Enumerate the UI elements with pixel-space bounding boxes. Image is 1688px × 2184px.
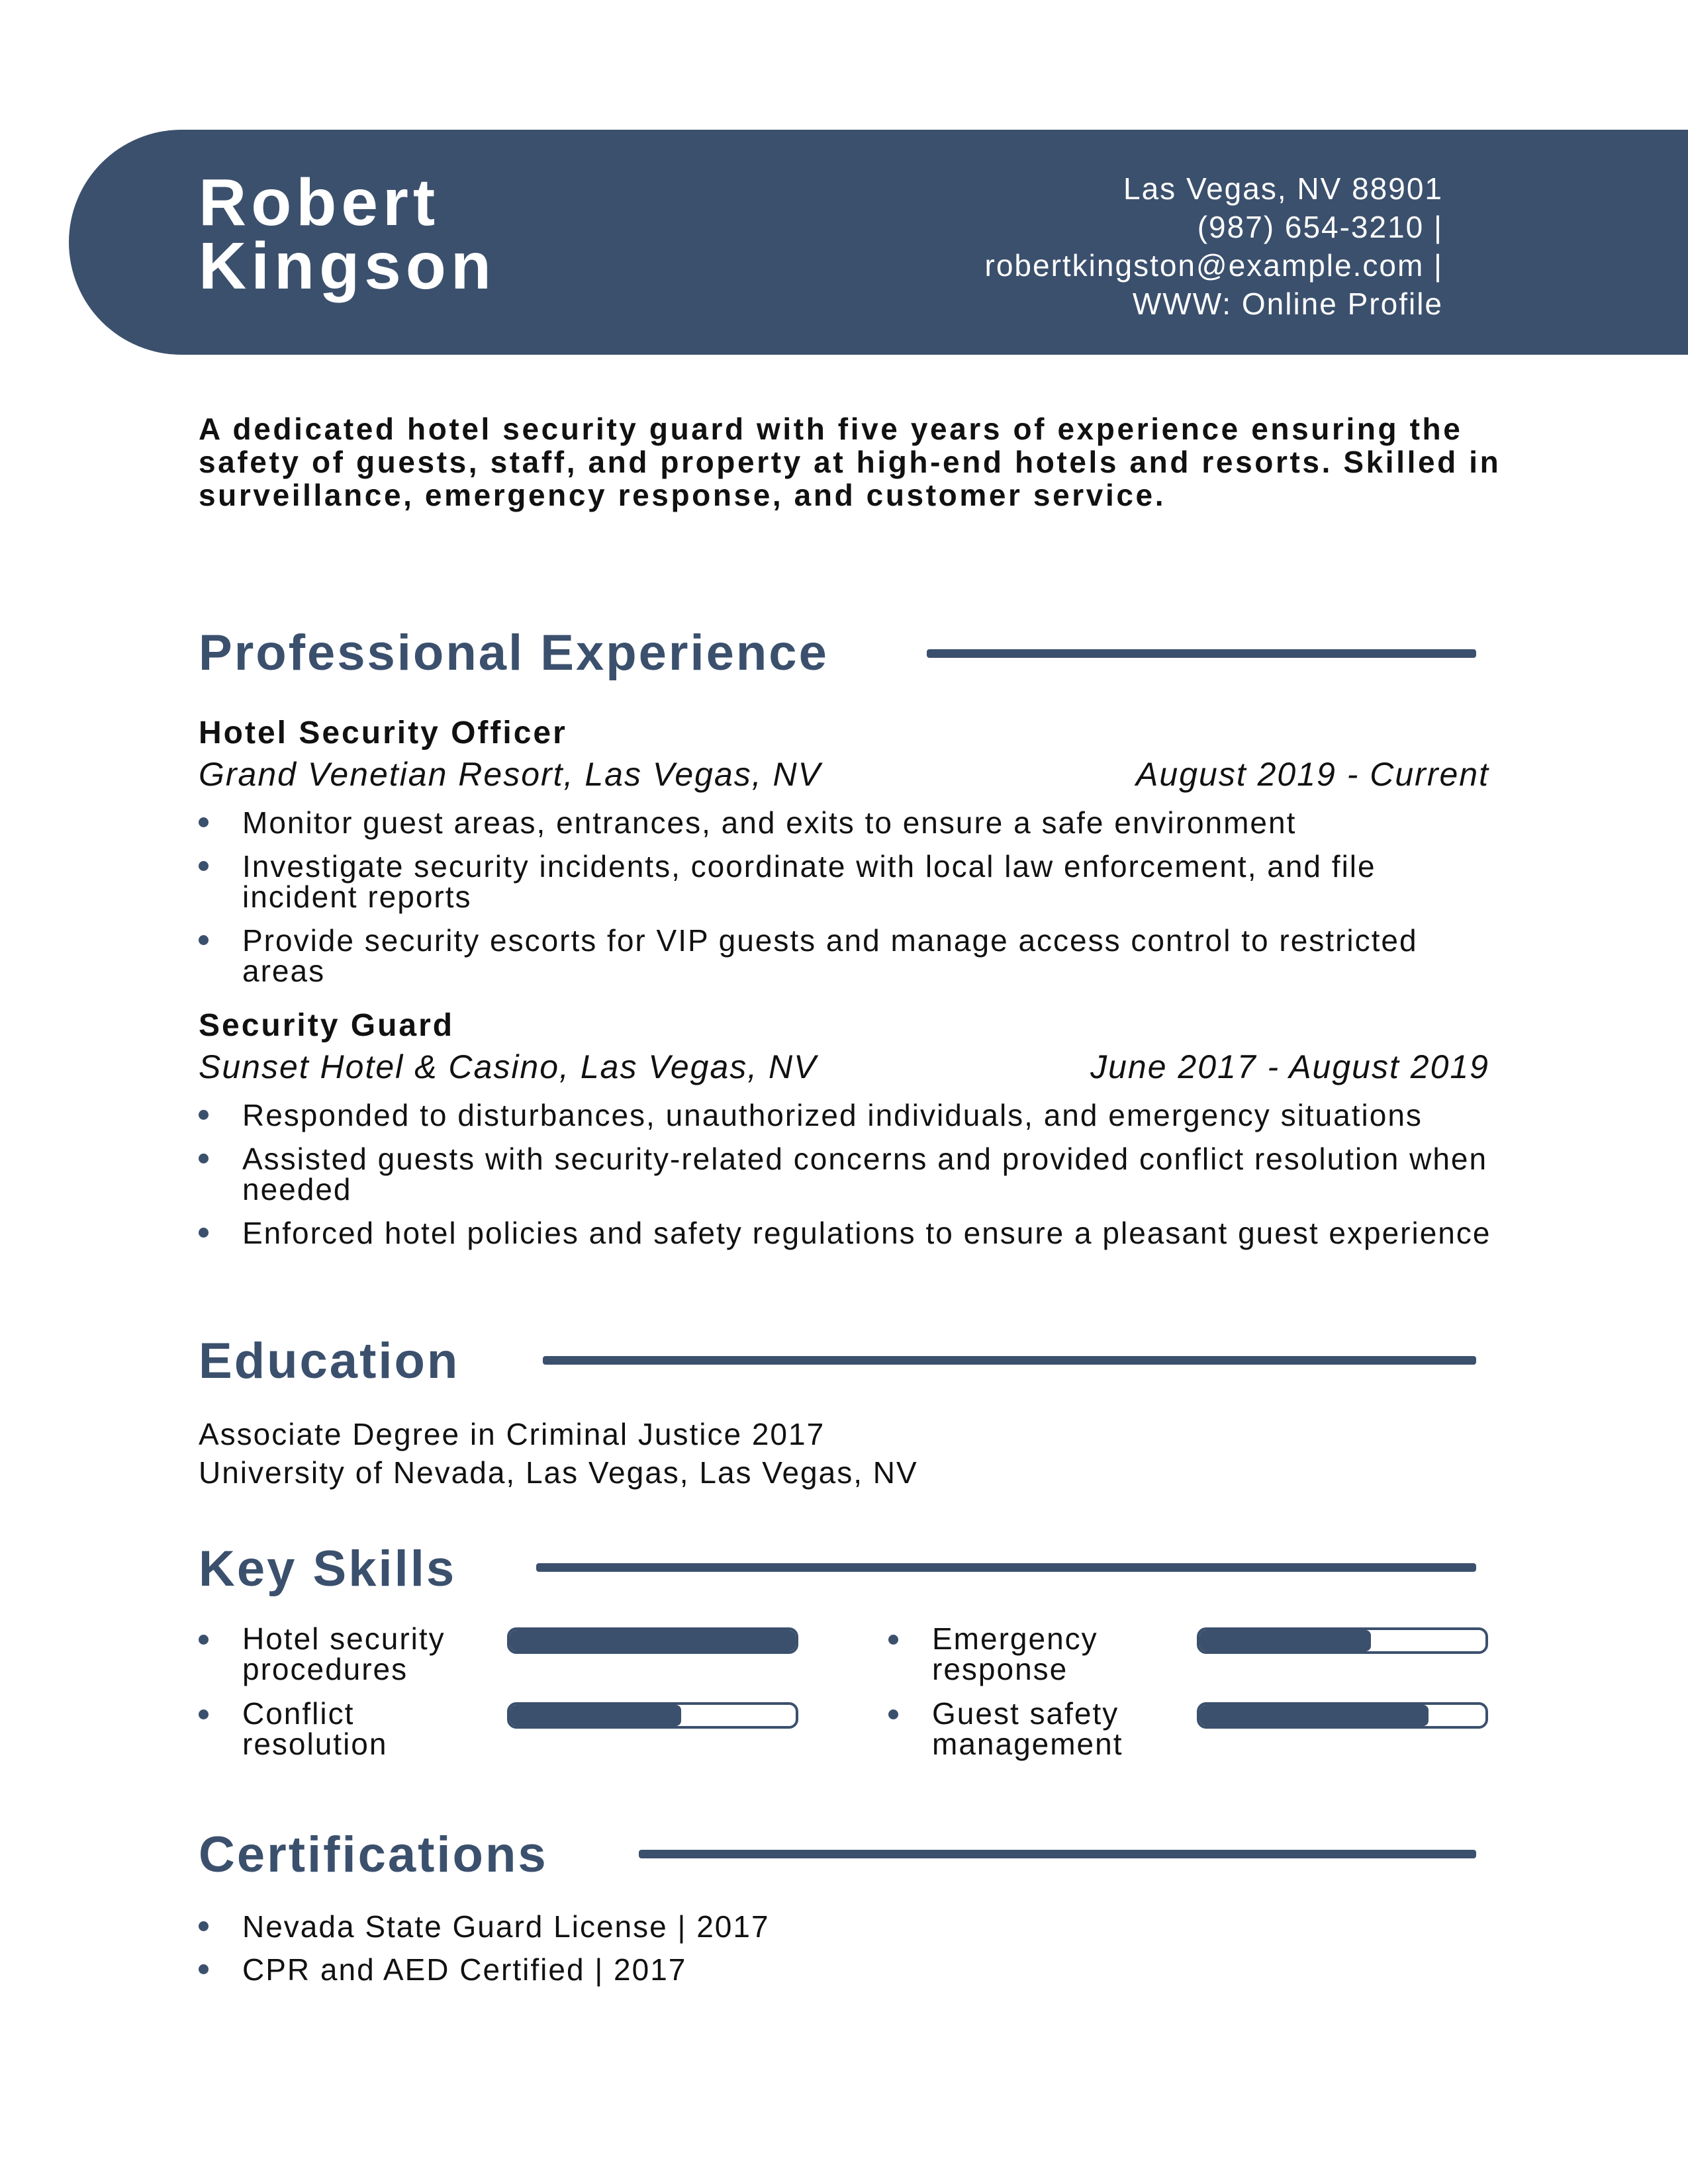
skill-level-bar: [1197, 1627, 1488, 1654]
job-bullet: Monitor guest areas, entrances, and exit…: [199, 807, 1496, 838]
header-band: [69, 130, 1688, 355]
bullet-icon: [199, 1154, 209, 1163]
job-meta: Grand Venetian Resort, Las Vegas, NV Aug…: [199, 754, 1489, 794]
skill-item: Emergency response: [888, 1621, 1511, 1691]
bullet-icon: [199, 1709, 209, 1719]
job-company: Grand Venetian Resort, Las Vegas, NV: [199, 756, 821, 793]
job-dates: June 2017 - August 2019: [1090, 1048, 1489, 1085]
skill-level-bar: [1197, 1702, 1488, 1729]
section-title-certifications: Certifications: [199, 1827, 548, 1883]
skill-item: Conflict resolution: [199, 1696, 821, 1766]
contact-website[interactable]: WWW: Online Profile: [1132, 287, 1443, 321]
contact-phone: (987) 654-3210 |: [1197, 210, 1443, 244]
bullet-icon: [199, 1228, 209, 1238]
first-name: Robert: [199, 165, 440, 240]
candidate-name: Robert Kingson: [199, 165, 496, 303]
section-rule-education: [543, 1356, 1476, 1365]
education-degree: Associate Degree in Criminal Justice 201…: [199, 1417, 825, 1451]
section-rule-certifications: [639, 1850, 1476, 1858]
bullet-icon: [199, 1635, 209, 1645]
section-rule-experience: [927, 649, 1476, 658]
skill-label: Conflict resolution: [242, 1696, 388, 1761]
job-title: Security Guard: [199, 1008, 455, 1043]
skill-level-fill: [510, 1630, 796, 1651]
skill-label: Hotel security procedures: [242, 1621, 445, 1686]
section-rule-skills: [536, 1563, 1476, 1572]
job-title: Hotel Security Officer: [199, 715, 567, 751]
education-school: University of Nevada, Las Vegas, Las Veg…: [199, 1455, 918, 1490]
certification-item: CPR and AED Certified | 2017: [199, 1954, 1496, 1985]
skill-level-fill: [1199, 1705, 1429, 1726]
bullet-icon: [199, 1921, 209, 1931]
job-bullet: Provide security escorts for VIP guests …: [199, 925, 1496, 986]
professional-summary: A dedicated hotel security guard with fi…: [199, 412, 1501, 512]
section-title-education: Education: [199, 1333, 460, 1389]
job-bullet: Responded to disturbances, unauthorized …: [199, 1100, 1496, 1130]
skill-item: Hotel security procedures: [199, 1621, 821, 1691]
skill-label: Guest safety management: [932, 1696, 1123, 1761]
contact-email[interactable]: robertkingston@example.com |: [984, 248, 1443, 283]
job-dates: August 2019 - Current: [1136, 756, 1489, 793]
bullet-icon: [888, 1709, 898, 1719]
job-company: Sunset Hotel & Casino, Las Vegas, NV: [199, 1048, 818, 1085]
bullet-icon: [199, 861, 209, 871]
bullet-icon: [199, 935, 209, 945]
job-bullet: Investigate security incidents, coordina…: [199, 851, 1496, 912]
bullet-icon: [199, 1110, 209, 1120]
bullet-icon: [888, 1635, 898, 1645]
skill-level-bar: [507, 1702, 798, 1729]
bullet-icon: [199, 817, 209, 827]
contact-address: Las Vegas, NV 88901: [1123, 171, 1443, 206]
job-meta: Sunset Hotel & Casino, Las Vegas, NV Jun…: [199, 1047, 1489, 1087]
section-title-skills: Key Skills: [199, 1541, 457, 1597]
job-bullet: Enforced hotel policies and safety regul…: [199, 1218, 1496, 1248]
contact-info: Las Vegas, NV 88901 (987) 654-3210 | rob…: [781, 169, 1443, 323]
certification-item: Nevada State Guard License | 2017: [199, 1911, 1496, 1942]
skill-item: Guest safety management: [888, 1696, 1511, 1766]
last-name: Kingson: [199, 229, 496, 303]
skill-level-bar: [507, 1627, 798, 1654]
bullet-icon: [199, 1964, 209, 1974]
skill-label: Emergency response: [932, 1621, 1098, 1686]
skill-level-fill: [510, 1705, 682, 1726]
section-title-experience: Professional Experience: [199, 625, 829, 681]
skill-level-fill: [1199, 1630, 1372, 1651]
job-bullet: Assisted guests with security-related co…: [199, 1144, 1496, 1205]
